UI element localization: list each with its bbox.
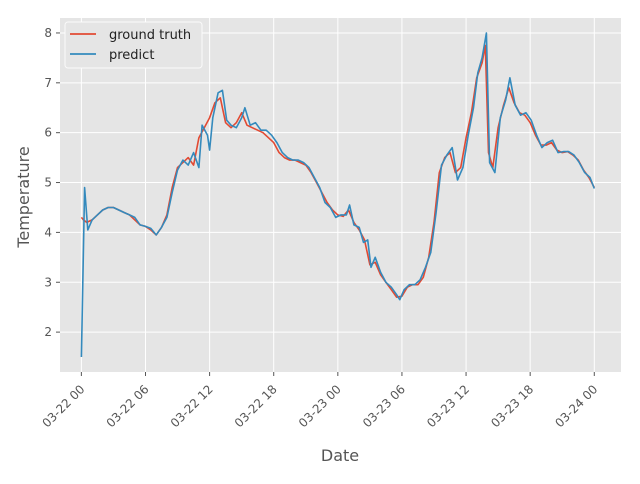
x-tick-label: 03-23 00 [296,382,344,430]
y-axis-ticks: 2 3 4 5 6 7 8 [44,26,60,339]
x-axis-label: Date [321,446,359,465]
legend-label-0: ground truth [109,28,191,43]
x-axis-ticks: 03-22 00 03-22 06 03-22 12 03-22 18 03-23 00… [39,372,600,430]
y-tick-label: 5 [44,176,52,190]
y-tick-label: 3 [44,275,52,289]
legend-box [64,21,203,69]
x-tick-label: 03-23 18 [488,382,536,430]
y-tick-label: 2 [44,325,52,339]
x-tick-label: 03-22 12 [168,382,216,430]
x-tick-label: 03-22 06 [104,382,152,430]
x-tick-label: 03-22 18 [232,382,280,430]
y-axis-label: Temperature [14,146,33,248]
legend-label-1: predict [109,48,154,63]
y-tick-label: 6 [44,126,52,140]
y-tick-label: 4 [44,225,52,239]
x-tick-label: 03-24 00 [552,382,600,430]
series-lines [80,32,596,358]
y-tick-label: 8 [44,26,52,40]
series-line-1 [80,32,596,358]
y-tick-label: 7 [44,76,52,90]
x-tick-label: 03-22 00 [39,382,87,430]
x-tick-label: 03-23 06 [360,382,408,430]
x-tick-label: 03-23 12 [424,382,472,430]
plot-area [60,18,621,372]
legend: ground truth predict [64,21,203,69]
